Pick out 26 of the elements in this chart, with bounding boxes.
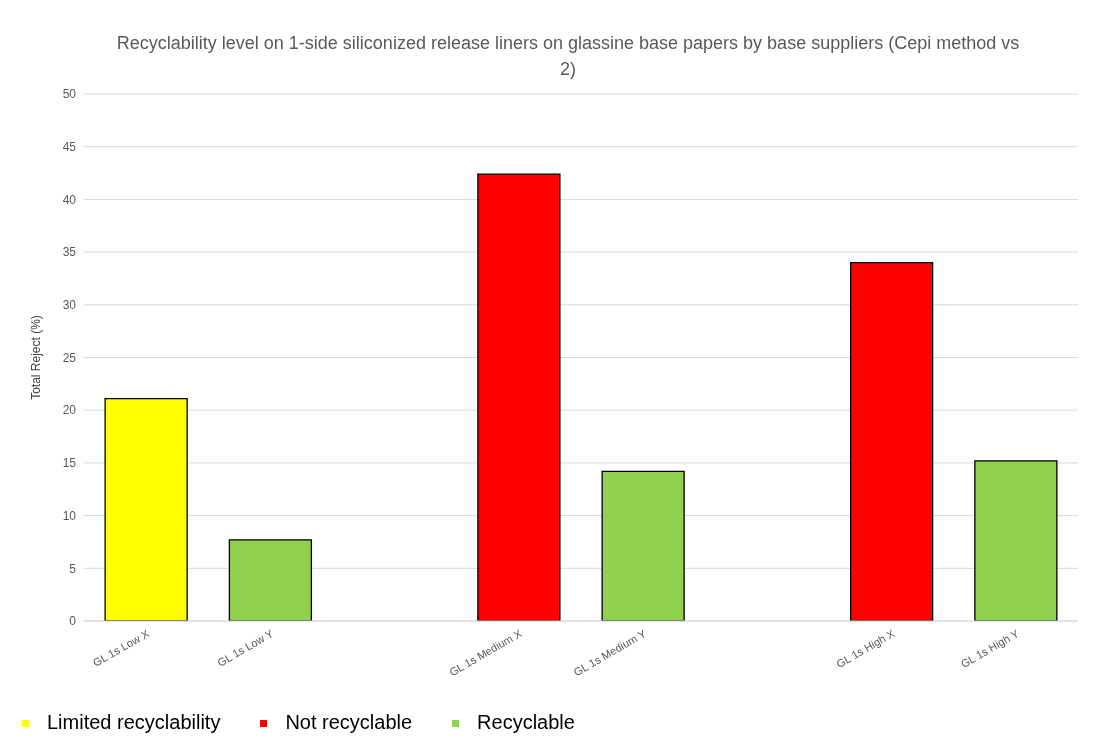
y-tick-label: 5 [69, 561, 77, 576]
y-axis-title: Total Reject (%) [29, 315, 44, 400]
y-tick-label: 45 [62, 139, 77, 154]
y-tick-label: 35 [62, 245, 77, 260]
y-tick-label: 0 [69, 614, 77, 629]
x-tick-label: GL 1s Low X [90, 626, 152, 669]
bar [601, 470, 685, 621]
x-tick-label: GL 1s High X [834, 626, 898, 670]
y-tick-label: 50 [62, 87, 77, 102]
legend-label: Recyclable [477, 711, 575, 733]
y-tick-label: 10 [62, 508, 77, 523]
bar [104, 397, 188, 621]
legend-label: Limited recyclability [47, 711, 221, 733]
bar [228, 539, 313, 621]
legend-label: Not recyclable [285, 711, 413, 733]
x-tick-label: GL 1s High Y [958, 626, 1022, 670]
y-tick-label: 20 [62, 403, 77, 418]
y-tick-label: 15 [62, 456, 77, 471]
chart-title: Recyclability level on 1-side siliconized release liners on glassine base papers by base suppliers (Cepi method vs 2) [115, 32, 1021, 81]
x-tick-label: GL 1s Low Y [215, 626, 276, 669]
bar [477, 173, 561, 621]
y-tick-label: 40 [62, 192, 77, 207]
bar [974, 460, 1058, 621]
bar [849, 261, 934, 621]
y-tick-label: 30 [62, 298, 77, 313]
y-tick-label: 25 [62, 350, 77, 365]
